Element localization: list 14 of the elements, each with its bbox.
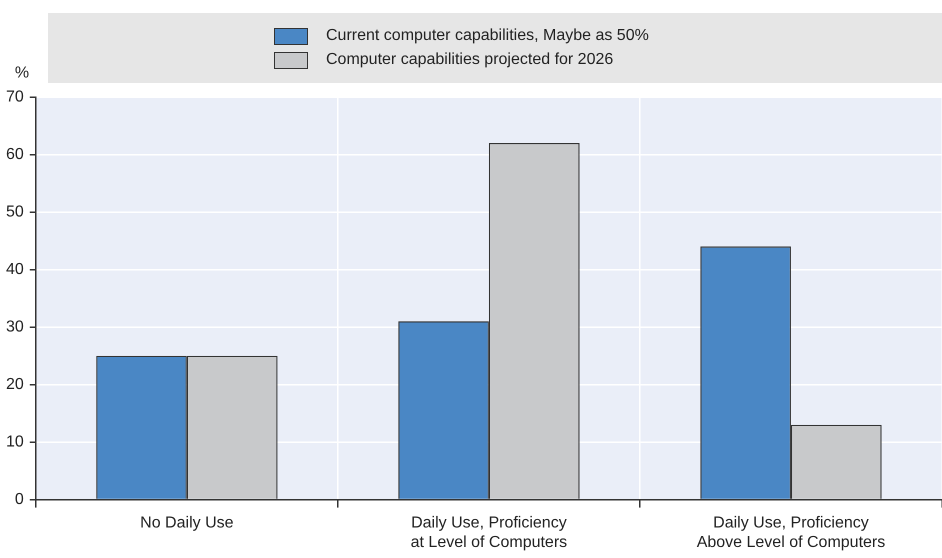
legend-label: Computer capabilities projected for 2026 xyxy=(326,51,614,69)
y-axis-title: % xyxy=(14,64,30,82)
legend-label: Current computer capabilities, Maybe as 50% xyxy=(326,27,649,45)
y-tick-label: 20 xyxy=(6,376,24,393)
y-tick-label: 40 xyxy=(6,260,24,278)
y-tick-label: 0 xyxy=(14,491,24,508)
x-tick-label: No Daily Use xyxy=(140,514,234,532)
y-tick-label: 60 xyxy=(6,146,24,163)
y-tick-label: 70 xyxy=(6,88,24,106)
y-tick-label: 10 xyxy=(6,433,24,450)
x-tick-label: Daily Use, Proficiency Above Level of Computers xyxy=(696,514,886,551)
y-tick-label: 30 xyxy=(6,318,24,336)
y-tick-label: 50 xyxy=(6,203,24,220)
x-tick-label: Daily Use, Proficiency at Level of Computers xyxy=(410,514,568,551)
